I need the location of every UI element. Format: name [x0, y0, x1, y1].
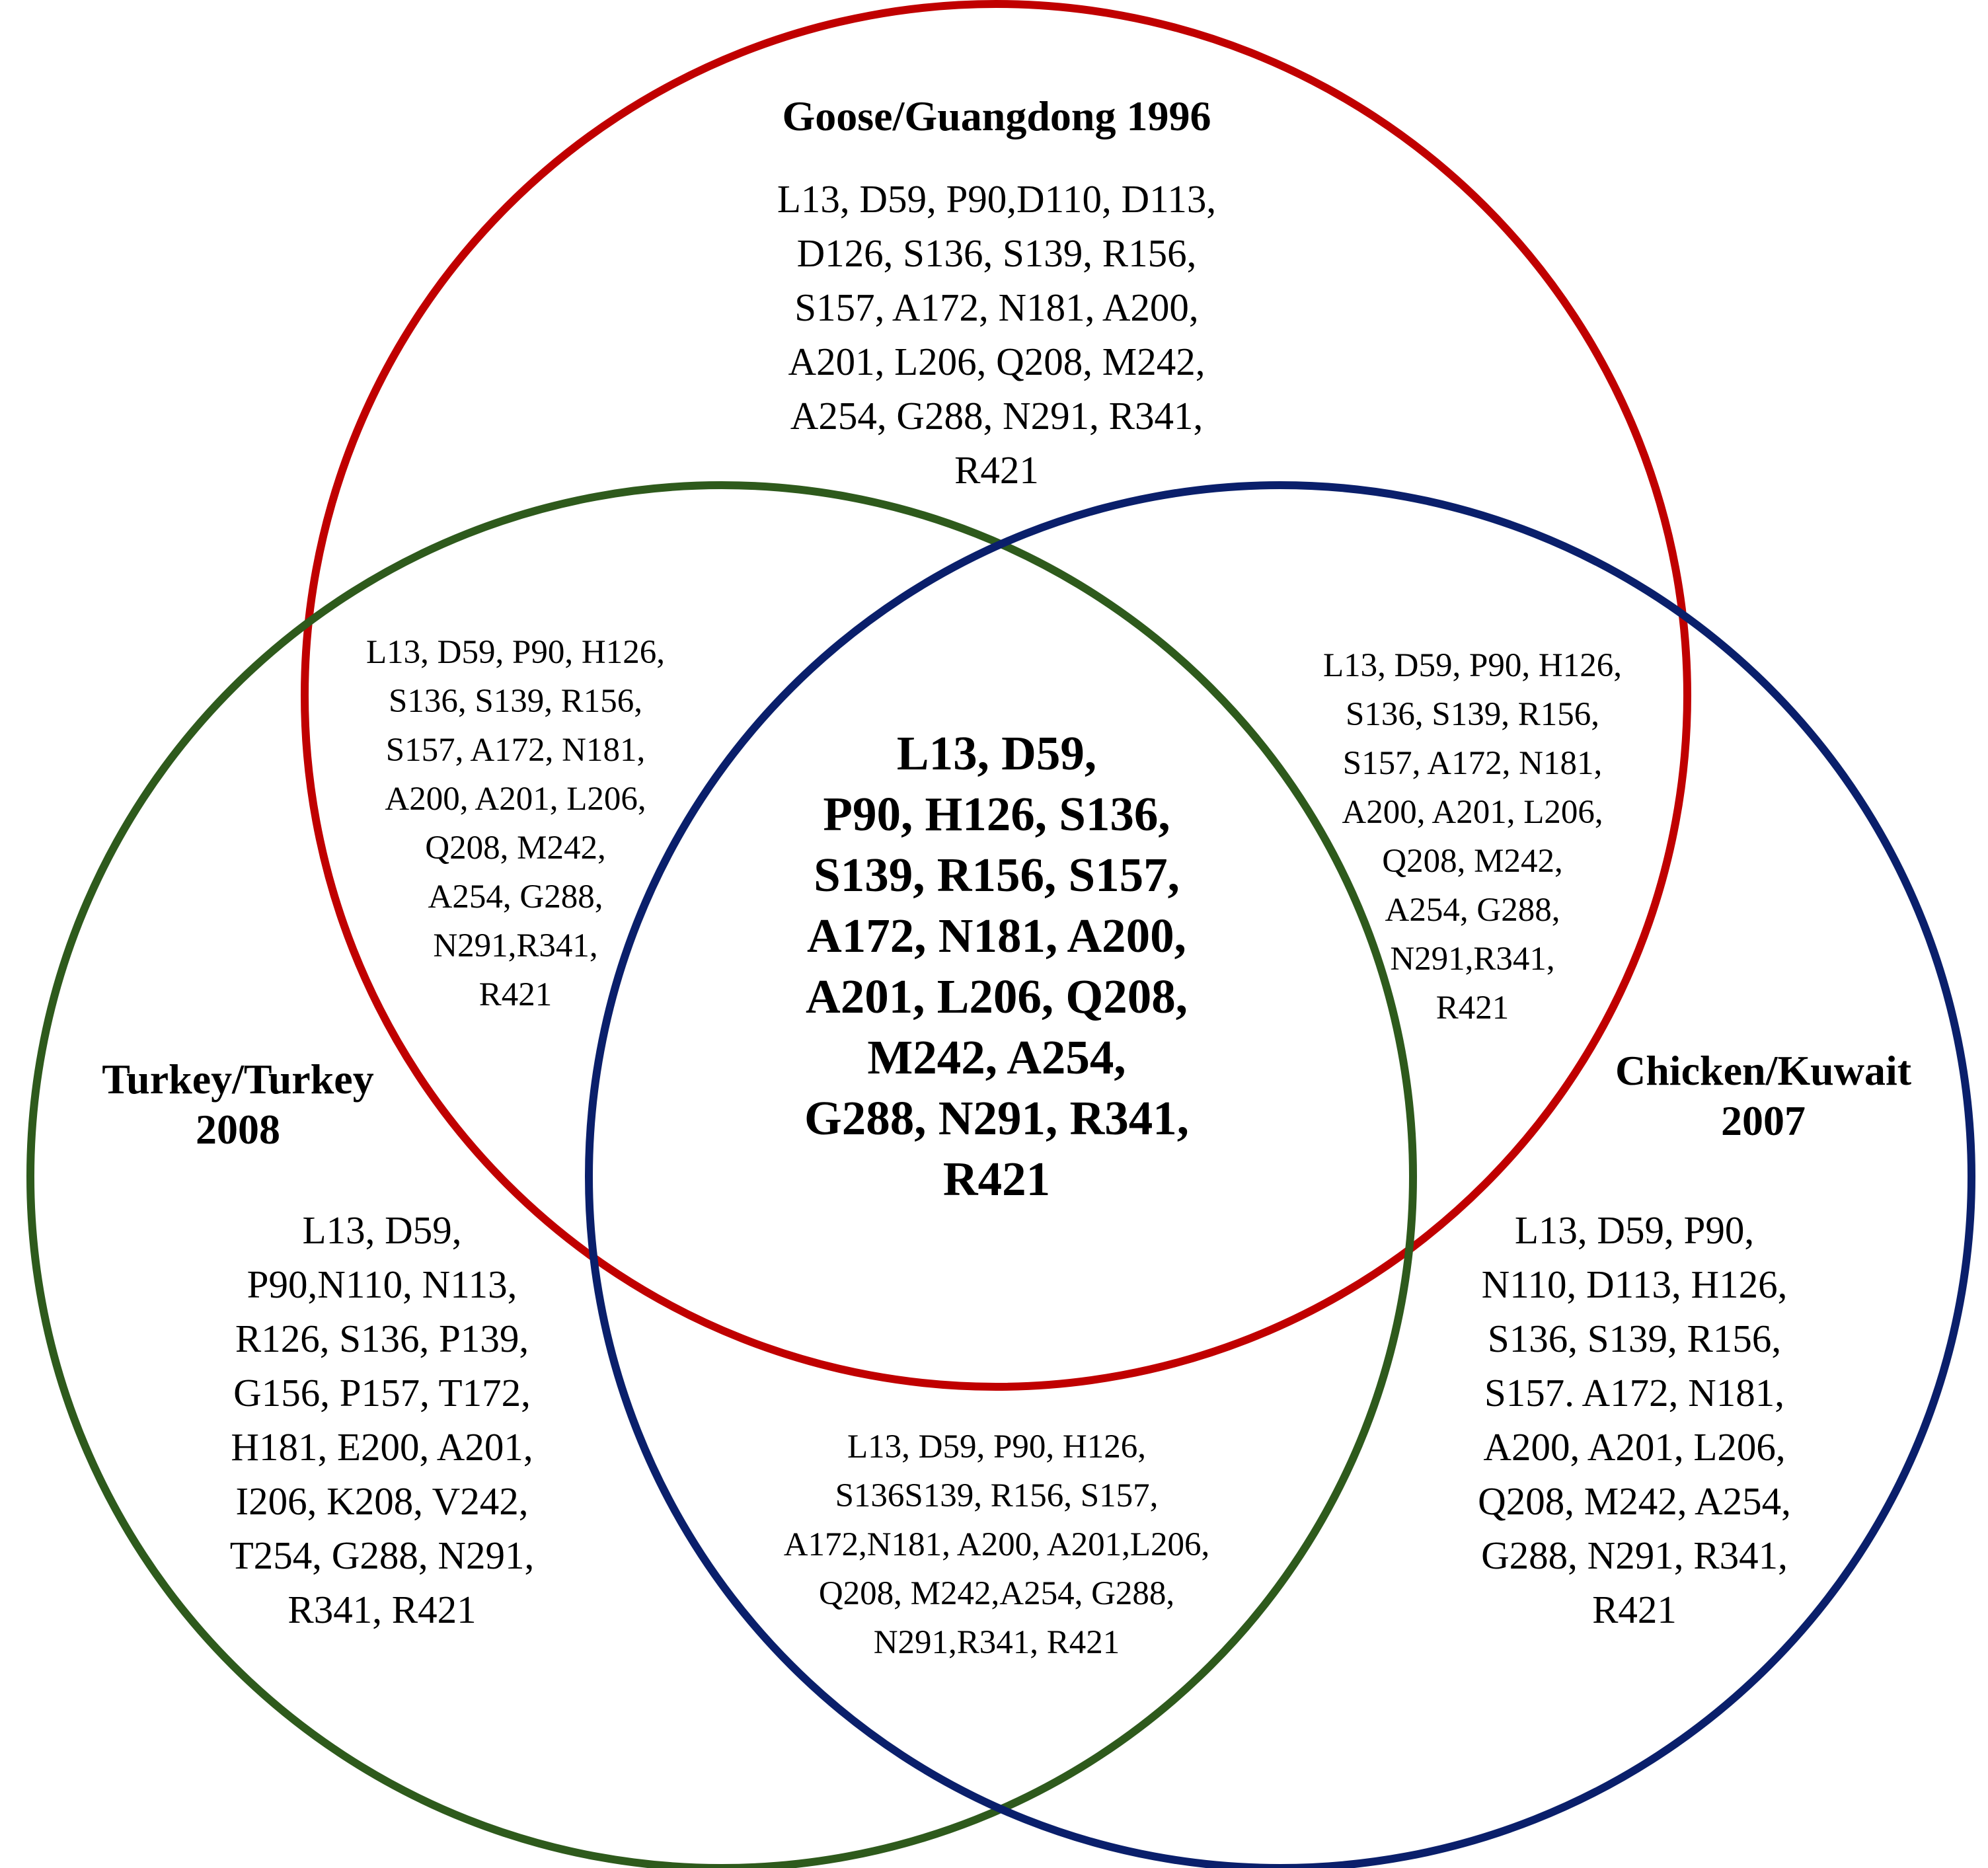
residue-line: N291,R341, [433, 927, 598, 964]
residue-line: S157, A172, N181, [1342, 745, 1603, 782]
residue-line: N110, D113, H126, [1481, 1263, 1788, 1306]
residue-line: L13, D59, [896, 726, 1097, 780]
turkey-only-list: L13, D59, P90,N110, N113, R126, S136, P1… [118, 1203, 646, 1637]
residue-line: P90,N110, N113, [247, 1263, 517, 1306]
chicken-circle [585, 481, 1975, 1868]
residue-line: G156, P157, T172, [233, 1371, 531, 1415]
residue-line: L13, D59, P90,D110, D113, [777, 177, 1217, 221]
residue-line: A200, A201, L206, [1342, 794, 1603, 831]
residue-line: R421 [478, 976, 553, 1013]
residue-line: G288, N291, R341, [804, 1091, 1189, 1145]
residue-line: H181, E200, A201, [231, 1425, 533, 1469]
residue-line: A200, A201, L206, [385, 781, 646, 818]
residue-line: R421 [1435, 990, 1510, 1027]
turkey-title: Turkey/Turkey 2008 [102, 1056, 374, 1153]
residue-line: Q208, M242, [1382, 843, 1563, 880]
residue-line: A254, G288, N291, R341, [790, 394, 1204, 438]
residue-line: R341, R421 [287, 1588, 477, 1631]
goose-circle [301, 0, 1691, 1391]
residue-line: L13, D59, P90, H126, [1323, 647, 1622, 684]
residue-line: N291,R341, R421 [873, 1624, 1120, 1661]
goose-turkey-list: L13, D59, P90, H126, S136, S139, R156, S… [291, 628, 740, 1019]
residue-line: R421 [942, 1152, 1051, 1206]
residue-line: A200, A201, L206, [1483, 1425, 1786, 1469]
residue-line: A201, L206, Q208, [806, 970, 1188, 1023]
residue-line: I206, K208, V242, [235, 1479, 529, 1523]
residue-line: M242, A254, [867, 1031, 1126, 1084]
residue-line: P90, H126, S136, [823, 787, 1170, 841]
residue-line: S136, S139, R156, [389, 683, 642, 720]
residue-line: L13, D59, P90, H126, [847, 1428, 1146, 1465]
residue-line: A254, G288, [1385, 892, 1560, 929]
residue-line: R421 [1592, 1588, 1677, 1631]
residue-line: R126, S136, P139, [235, 1317, 529, 1360]
residue-line: S157. A172, N181, [1484, 1371, 1785, 1415]
residue-line: A201, L206, Q208, M242, [788, 340, 1205, 383]
residue-line: S139, R156, S157, [814, 848, 1180, 902]
residue-line: D126, S136, S139, R156, [796, 231, 1197, 275]
residue-line: T254, G288, N291, [229, 1534, 535, 1577]
residue-line: S157, A172, N181, [385, 732, 646, 769]
residue-line: A254, G288, [428, 878, 603, 915]
residue-line: Q208, M242, [425, 830, 606, 867]
residue-line: Q208, M242, A254, [1478, 1479, 1791, 1523]
goose-chicken-list: L13, D59, P90, H126, S136, S139, R156, S… [1248, 641, 1697, 1032]
turkey-circle [26, 481, 1417, 1868]
turkey-chicken-list: L13, D59, P90, H126, S136S139, R156, S15… [699, 1422, 1294, 1667]
residue-line: S157, A172, N181, A200, [794, 286, 1199, 329]
residue-line: Q208, M242,A254, G288, [818, 1575, 1175, 1612]
residue-line: N291,R341, [1390, 941, 1555, 978]
residue-line: R421 [954, 448, 1039, 492]
residue-line: A172, N181, A200, [807, 909, 1186, 962]
chicken-title: Chicken/Kuwait 2007 [1615, 1047, 1912, 1144]
residue-line: L13, D59, P90, H126, [366, 634, 665, 671]
residue-line: L13, D59, P90, [1514, 1208, 1755, 1252]
residue-line: S136, S139, R156, [1487, 1317, 1782, 1360]
goose-only-list: L13, D59, P90,D110, D113, D126, S136, S1… [666, 172, 1327, 497]
goose-title: Goose/Guangdong 1996 [782, 93, 1211, 139]
chicken-only-list: L13, D59, P90, N110, D113, H126, S136, S… [1370, 1203, 1899, 1637]
residue-line: A172,N181, A200, A201,L206, [783, 1526, 1210, 1563]
all-three-list: L13, D59, P90, H126, S136, S139, R156, S… [732, 723, 1261, 1210]
residue-line: S136, S139, R156, [1346, 696, 1599, 733]
residue-line: S136S139, R156, S157, [835, 1477, 1159, 1514]
residue-line: L13, D59, [302, 1208, 462, 1252]
residue-line: G288, N291, R341, [1481, 1534, 1788, 1577]
